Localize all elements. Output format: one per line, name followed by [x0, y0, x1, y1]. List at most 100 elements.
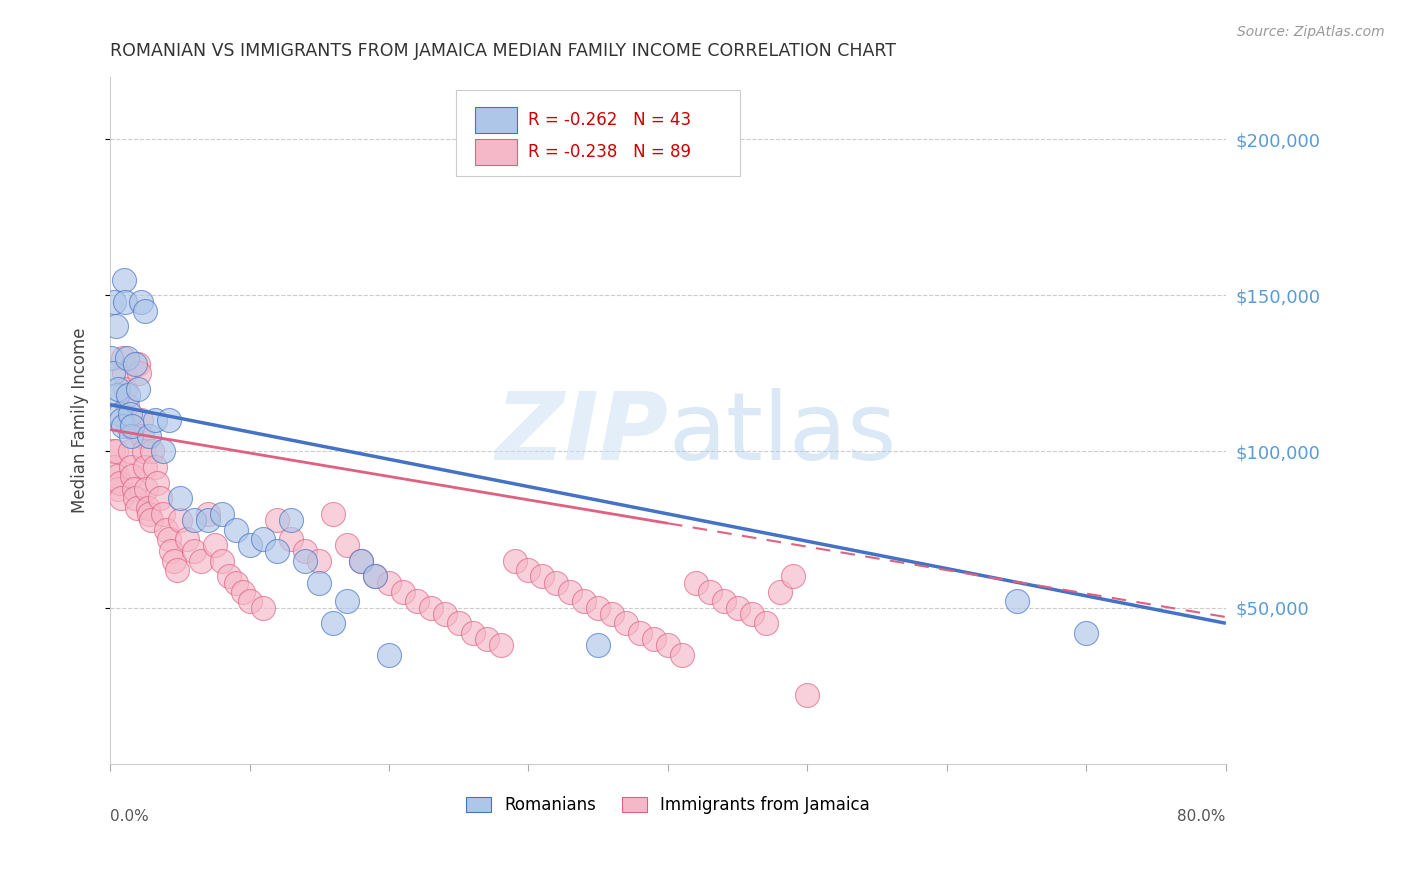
Point — [266, 513, 288, 527]
Point — [741, 607, 763, 621]
Text: R = -0.262   N = 43: R = -0.262 N = 43 — [529, 111, 692, 128]
Point — [125, 500, 148, 515]
Point — [107, 482, 129, 496]
Point — [336, 594, 359, 608]
Point — [503, 554, 526, 568]
Point — [586, 638, 609, 652]
Point — [190, 554, 212, 568]
Point — [546, 575, 568, 590]
Point — [101, 367, 124, 381]
Point — [586, 600, 609, 615]
Point — [461, 625, 484, 640]
Point — [138, 429, 160, 443]
Point — [350, 554, 373, 568]
Point — [100, 351, 122, 365]
Point — [350, 554, 373, 568]
Point — [1076, 625, 1098, 640]
Point — [108, 475, 131, 490]
Point — [127, 357, 149, 371]
Point — [197, 507, 219, 521]
Point — [107, 382, 129, 396]
Point — [657, 638, 679, 652]
Point — [197, 513, 219, 527]
Text: atlas: atlas — [668, 388, 896, 480]
Point — [176, 532, 198, 546]
Point — [308, 554, 330, 568]
Text: ZIP: ZIP — [495, 388, 668, 480]
Point — [104, 319, 127, 334]
Point — [112, 273, 135, 287]
Point — [118, 444, 141, 458]
Point — [143, 460, 166, 475]
Point — [574, 594, 596, 608]
Point — [143, 413, 166, 427]
Point — [136, 500, 159, 515]
Point — [211, 507, 233, 521]
Point — [115, 351, 138, 365]
Point — [796, 688, 818, 702]
Point — [111, 419, 134, 434]
Point — [782, 569, 804, 583]
Point — [101, 444, 124, 458]
Point — [628, 625, 651, 640]
Point — [149, 491, 172, 506]
Point — [114, 294, 136, 309]
Point — [121, 419, 143, 434]
Point — [308, 575, 330, 590]
Text: 0.0%: 0.0% — [110, 808, 149, 823]
Point — [146, 475, 169, 490]
Point — [280, 532, 302, 546]
Bar — [475, 139, 517, 165]
Point — [643, 632, 665, 646]
Point — [157, 413, 180, 427]
Point — [406, 594, 429, 608]
Point — [122, 482, 145, 496]
Point — [160, 544, 183, 558]
Point — [183, 513, 205, 527]
Point — [141, 444, 163, 458]
Point — [135, 482, 157, 496]
Point — [118, 407, 141, 421]
Bar — [475, 107, 517, 133]
Point — [128, 367, 150, 381]
Point — [699, 585, 721, 599]
Point — [225, 523, 247, 537]
Point — [252, 600, 274, 615]
Point — [152, 444, 174, 458]
Point — [117, 388, 139, 402]
Point — [447, 616, 470, 631]
Point — [322, 507, 344, 521]
Point — [531, 569, 554, 583]
Point — [517, 563, 540, 577]
Y-axis label: Median Family Income: Median Family Income — [72, 327, 89, 513]
Point — [252, 532, 274, 546]
FancyBboxPatch shape — [456, 90, 741, 177]
Text: Source: ZipAtlas.com: Source: ZipAtlas.com — [1237, 25, 1385, 39]
Point — [127, 382, 149, 396]
Point — [218, 569, 240, 583]
Point — [155, 523, 177, 537]
Point — [433, 607, 456, 621]
Point — [280, 513, 302, 527]
Point — [134, 460, 156, 475]
Point — [121, 469, 143, 483]
Point — [713, 594, 735, 608]
Point — [124, 491, 146, 506]
Point — [110, 413, 132, 427]
Point — [169, 513, 191, 527]
Point — [266, 544, 288, 558]
Point — [132, 444, 155, 458]
Point — [1005, 594, 1028, 608]
Legend: Romanians, Immigrants from Jamaica: Romanians, Immigrants from Jamaica — [460, 789, 876, 821]
Point — [232, 585, 254, 599]
Point — [129, 413, 152, 427]
Point — [152, 507, 174, 521]
Point — [364, 569, 387, 583]
Point — [169, 491, 191, 506]
Point — [139, 513, 162, 527]
Point — [138, 507, 160, 521]
Point — [134, 304, 156, 318]
Text: R = -0.238   N = 89: R = -0.238 N = 89 — [529, 144, 692, 161]
Point — [112, 367, 135, 381]
Point — [103, 460, 125, 475]
